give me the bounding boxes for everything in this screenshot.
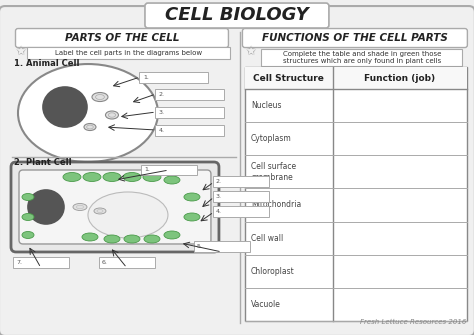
FancyBboxPatch shape (0, 6, 474, 335)
Ellipse shape (73, 203, 87, 210)
FancyBboxPatch shape (139, 72, 209, 82)
Text: Fresh Lettuce Resources 2016: Fresh Lettuce Resources 2016 (359, 319, 466, 325)
Ellipse shape (43, 87, 87, 127)
Text: ✩: ✩ (16, 45, 27, 58)
Text: Vacuole: Vacuole (251, 300, 281, 309)
Text: Cell surface
membrane: Cell surface membrane (251, 162, 296, 182)
Text: Cell Structure: Cell Structure (254, 73, 324, 82)
FancyBboxPatch shape (242, 28, 467, 48)
Text: Chloroplast: Chloroplast (251, 267, 295, 276)
Text: 6.: 6. (102, 261, 108, 265)
FancyBboxPatch shape (19, 170, 211, 244)
Ellipse shape (103, 173, 121, 182)
Text: 2. Plant Cell: 2. Plant Cell (14, 157, 72, 166)
Ellipse shape (104, 235, 120, 243)
Text: 1.: 1. (143, 74, 149, 79)
Ellipse shape (92, 92, 108, 102)
Ellipse shape (84, 124, 96, 131)
Text: Label the cell parts in the diagrams below: Label the cell parts in the diagrams bel… (55, 50, 202, 56)
FancyBboxPatch shape (100, 258, 155, 268)
Text: CELL BIOLOGY: CELL BIOLOGY (165, 6, 309, 24)
Text: 3.: 3. (159, 110, 165, 115)
Ellipse shape (28, 190, 64, 224)
Text: Mitochondria: Mitochondria (251, 200, 301, 209)
Text: Nucleus: Nucleus (251, 101, 282, 110)
Ellipse shape (22, 231, 34, 239)
FancyBboxPatch shape (145, 3, 329, 28)
Ellipse shape (144, 235, 160, 243)
FancyBboxPatch shape (155, 125, 225, 136)
Ellipse shape (184, 193, 200, 201)
FancyBboxPatch shape (141, 164, 198, 176)
Text: 4.: 4. (159, 128, 165, 133)
Bar (245, 67, 467, 89)
Text: Cell wall: Cell wall (251, 233, 283, 243)
Ellipse shape (123, 173, 141, 182)
FancyBboxPatch shape (213, 177, 269, 188)
Ellipse shape (18, 64, 158, 162)
FancyBboxPatch shape (27, 47, 230, 59)
Ellipse shape (124, 235, 140, 243)
Ellipse shape (63, 173, 81, 182)
Ellipse shape (184, 213, 200, 221)
FancyBboxPatch shape (11, 162, 219, 252)
Text: FUNCTIONS OF THE CELL PARTS: FUNCTIONS OF THE CELL PARTS (262, 33, 448, 43)
Ellipse shape (164, 176, 180, 184)
Ellipse shape (22, 213, 34, 220)
FancyBboxPatch shape (213, 192, 269, 202)
Ellipse shape (82, 233, 98, 241)
Text: Function (job): Function (job) (365, 73, 436, 82)
Text: Cytoplasm: Cytoplasm (251, 134, 292, 143)
Ellipse shape (88, 192, 168, 238)
Text: 1.: 1. (144, 168, 150, 173)
Ellipse shape (164, 231, 180, 239)
Text: 7.: 7. (16, 261, 22, 265)
Text: Complete the table and shade in green those
structures which are only found in p: Complete the table and shade in green th… (283, 51, 441, 64)
Ellipse shape (22, 194, 34, 200)
Ellipse shape (83, 173, 101, 182)
Bar (245, 67, 467, 321)
Text: 2.: 2. (159, 91, 165, 96)
FancyBboxPatch shape (262, 49, 462, 66)
Text: 2.: 2. (216, 180, 222, 185)
Text: 4.: 4. (216, 209, 222, 214)
FancyBboxPatch shape (155, 107, 225, 118)
FancyBboxPatch shape (213, 206, 269, 217)
Ellipse shape (143, 173, 161, 182)
FancyBboxPatch shape (155, 88, 225, 99)
FancyBboxPatch shape (16, 28, 228, 48)
Text: 5.: 5. (197, 245, 203, 250)
Ellipse shape (106, 111, 118, 119)
Ellipse shape (94, 208, 106, 214)
Text: 3.: 3. (216, 195, 222, 199)
FancyBboxPatch shape (194, 242, 250, 253)
Text: ✩: ✩ (246, 45, 256, 58)
Text: PARTS OF THE CELL: PARTS OF THE CELL (65, 33, 179, 43)
FancyBboxPatch shape (13, 258, 70, 268)
Text: 1. Animal Cell: 1. Animal Cell (14, 59, 80, 68)
